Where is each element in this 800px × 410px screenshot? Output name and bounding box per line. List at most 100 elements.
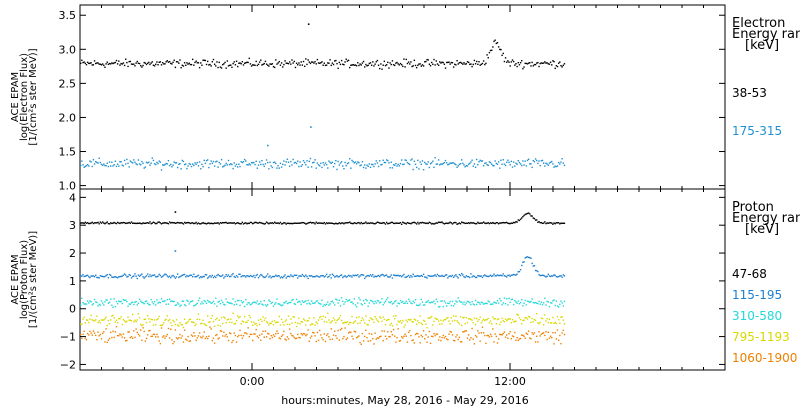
- data-point: [176, 273, 179, 275]
- data-point: [118, 222, 120, 224]
- data-point: [362, 166, 365, 169]
- data-point: [480, 222, 483, 224]
- data-point: [419, 342, 421, 344]
- data-point: [262, 222, 264, 225]
- data-point: [382, 159, 384, 161]
- data-point: [269, 222, 271, 224]
- data-point: [180, 66, 182, 69]
- data-point: [167, 276, 170, 278]
- data-point: [156, 299, 158, 301]
- data-point: [299, 275, 301, 277]
- data-point: [449, 221, 451, 223]
- data-point: [556, 276, 559, 278]
- data-point: [470, 303, 472, 306]
- data-point: [509, 164, 511, 166]
- data-point: [539, 62, 541, 65]
- data-point: [210, 160, 212, 162]
- data-point: [449, 330, 451, 333]
- data-point: [202, 275, 204, 278]
- data-point: [547, 63, 549, 65]
- data-point: [524, 317, 526, 319]
- data-point: [412, 168, 414, 171]
- data-point: [186, 299, 188, 302]
- data-point: [145, 300, 148, 302]
- data-point: [294, 321, 297, 324]
- data-point: [297, 64, 299, 66]
- data-point: [174, 323, 177, 326]
- data-point: [246, 303, 248, 306]
- data-point: [157, 336, 159, 338]
- data-point: [409, 319, 411, 321]
- data-point: [238, 316, 240, 319]
- data-point: [129, 319, 132, 321]
- data-point: [130, 221, 133, 223]
- data-point: [179, 321, 181, 324]
- data-point: [465, 63, 468, 65]
- data-point: [123, 159, 126, 162]
- y-tick-label: 3.5: [59, 9, 77, 22]
- data-point: [447, 61, 449, 64]
- data-point: [175, 304, 178, 306]
- data-point: [482, 275, 485, 277]
- data-point: [324, 304, 327, 306]
- data-point: [527, 300, 530, 303]
- data-point: [458, 336, 461, 339]
- data-point: [209, 163, 211, 165]
- data-point: [476, 222, 478, 225]
- data-point: [197, 313, 200, 315]
- data-point: [382, 316, 384, 318]
- data-point: [524, 62, 526, 65]
- data-point: [347, 162, 350, 164]
- data-point: [298, 336, 300, 339]
- data-point: [335, 321, 337, 324]
- data-point: [447, 316, 449, 319]
- data-point: [92, 319, 95, 322]
- data-point: [380, 317, 382, 319]
- data-point: [294, 161, 297, 164]
- data-point: [306, 222, 308, 225]
- data-point: [225, 322, 227, 324]
- data-point: [243, 332, 246, 334]
- data-point: [263, 223, 265, 225]
- data-point: [477, 274, 479, 277]
- data-point: [217, 222, 219, 224]
- data-point: [121, 336, 123, 338]
- data-point: [245, 222, 247, 224]
- data-point: [557, 319, 560, 321]
- data-point: [247, 302, 249, 304]
- data-point: [245, 276, 247, 278]
- data-point: [92, 64, 95, 66]
- data-point: [336, 337, 338, 339]
- data-point: [103, 163, 105, 165]
- data-point: [379, 160, 381, 162]
- data-point: [143, 302, 145, 305]
- data-point: [538, 160, 540, 162]
- data-point: [515, 220, 517, 223]
- data-point: [167, 159, 170, 162]
- data-point: [120, 316, 122, 318]
- data-point: [114, 321, 117, 323]
- data-point: [261, 222, 263, 224]
- data-point: [322, 162, 324, 164]
- data-point: [418, 321, 420, 324]
- data-point: [222, 335, 224, 337]
- data-point: [146, 162, 149, 164]
- data-point: [248, 314, 250, 317]
- data-point: [249, 304, 252, 306]
- data-point: [387, 331, 389, 333]
- data-point: [414, 163, 417, 166]
- data-point: [134, 222, 136, 225]
- data-point: [485, 319, 487, 321]
- data-point: [170, 328, 172, 330]
- data-point: [96, 222, 98, 224]
- data-point: [405, 319, 407, 321]
- data-point: [129, 60, 132, 63]
- data-point: [515, 301, 517, 303]
- data-point: [215, 276, 217, 279]
- data-point: [101, 319, 104, 321]
- data-point: [387, 297, 389, 299]
- data-point: [362, 222, 365, 225]
- data-point: [467, 222, 470, 224]
- data-point: [291, 222, 293, 225]
- data-point: [246, 321, 248, 324]
